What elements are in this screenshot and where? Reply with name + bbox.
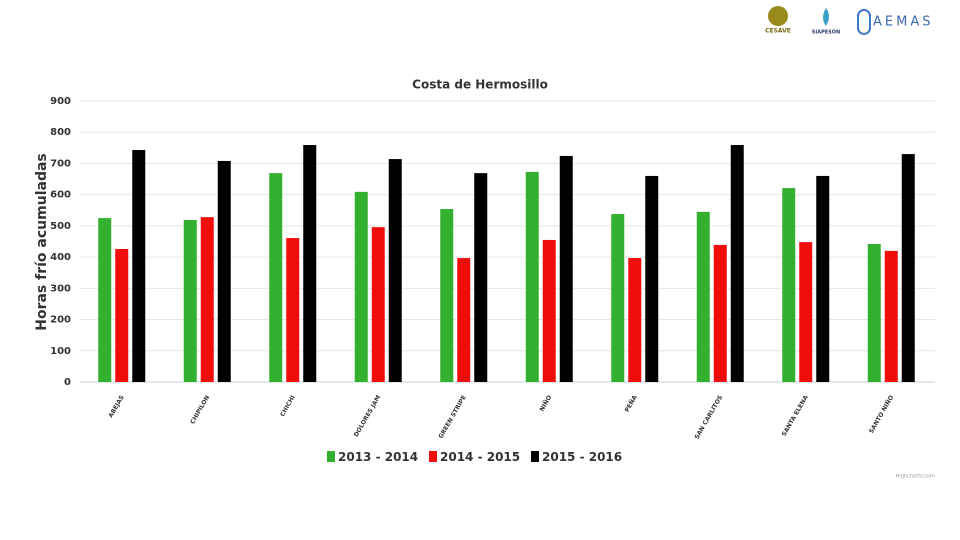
legend-swatch bbox=[429, 451, 437, 462]
x-tick-label: SANTA ELENA bbox=[781, 394, 810, 438]
y-tick-label: 800 bbox=[50, 127, 71, 138]
bar bbox=[696, 211, 710, 382]
bar bbox=[816, 175, 830, 382]
chart-title: Costa de Hermosillo bbox=[412, 78, 548, 92]
bar bbox=[217, 160, 231, 382]
x-tick-label: PEÑA bbox=[624, 394, 639, 414]
y-tick-label: 0 bbox=[64, 377, 71, 388]
bar bbox=[713, 244, 727, 382]
y-tick-label: 500 bbox=[50, 221, 71, 232]
bar bbox=[132, 150, 146, 382]
legend-swatch bbox=[531, 451, 539, 462]
x-tick-label: ABEJAS bbox=[107, 394, 125, 419]
bar bbox=[98, 218, 112, 382]
x-tick-label: GREEN STRIPE bbox=[437, 394, 467, 440]
legend-label: 2013 - 2014 bbox=[338, 450, 418, 464]
bar bbox=[645, 175, 659, 382]
bar bbox=[799, 242, 813, 382]
y-tick-label: 200 bbox=[50, 315, 71, 326]
logo-icon bbox=[857, 9, 871, 35]
bar bbox=[303, 145, 317, 382]
y-tick-label: 900 bbox=[50, 96, 71, 107]
bar bbox=[611, 214, 625, 382]
y-tick-label: 700 bbox=[50, 158, 71, 169]
bar bbox=[525, 171, 539, 382]
logo-text: CESAVE bbox=[765, 28, 791, 35]
bar bbox=[200, 217, 214, 382]
y-tick-label: 300 bbox=[50, 283, 71, 294]
bar bbox=[269, 173, 283, 382]
bar bbox=[388, 159, 402, 382]
logos: CESAVE SIAPESON AEMAS bbox=[765, 6, 933, 36]
x-tick-label: CHICHI bbox=[279, 394, 297, 418]
bar bbox=[286, 238, 300, 382]
y-tick-label: 600 bbox=[50, 190, 71, 201]
bar bbox=[884, 250, 898, 382]
x-tick-label: NIÑO bbox=[539, 394, 554, 413]
legend-label: 2015 - 2016 bbox=[542, 450, 622, 464]
logo-icon bbox=[768, 6, 788, 26]
y-tick-label: 100 bbox=[50, 346, 71, 357]
legend-label: 2014 - 2015 bbox=[440, 450, 520, 464]
logo-icon bbox=[823, 8, 829, 26]
legend-swatch bbox=[327, 451, 335, 462]
bar bbox=[782, 188, 796, 382]
x-tick-label: SANTO NIÑO bbox=[868, 394, 895, 434]
bar bbox=[542, 239, 556, 382]
y-axis-title: Horas frío acumuladas bbox=[34, 153, 50, 331]
logo-text: AEMAS bbox=[873, 15, 933, 30]
bar bbox=[115, 248, 129, 382]
bar bbox=[730, 145, 744, 382]
bar bbox=[901, 154, 915, 382]
bar bbox=[457, 258, 471, 382]
bar bbox=[867, 243, 881, 382]
logo-text: SIAPESON bbox=[812, 30, 840, 36]
x-tick-label: CHIPILON bbox=[189, 394, 211, 425]
bar bbox=[559, 155, 573, 382]
bar bbox=[474, 173, 488, 382]
bar bbox=[440, 209, 454, 382]
y-tick-label: 400 bbox=[50, 252, 71, 263]
x-tick-label: SAN CARLITOS bbox=[694, 394, 725, 440]
bar bbox=[371, 227, 385, 382]
credit: Highcharts.com bbox=[896, 474, 935, 480]
bar bbox=[354, 191, 368, 382]
bar bbox=[628, 258, 642, 382]
bar bbox=[183, 219, 197, 382]
x-tick-label: DOLORES JAM bbox=[353, 394, 382, 438]
